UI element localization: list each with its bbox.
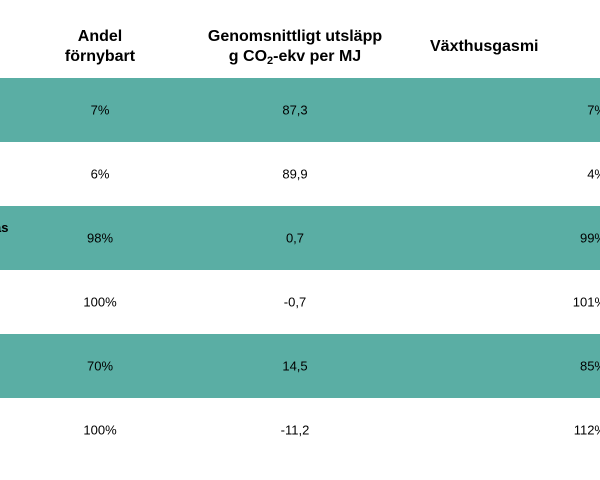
header-utslapp-line1: Genomsnittligt utsläpp	[207, 28, 383, 45]
cell-andel: 70%	[86, 358, 114, 374]
table-row: 100% -11,2 112%	[0, 398, 600, 462]
cell-utslapp: 14,5	[282, 358, 308, 374]
table-row: 70% 14,5 85%	[0, 334, 600, 398]
table-row: 6% 89,9 4%	[0, 142, 600, 206]
cell-vaxthus: 112%	[573, 422, 600, 438]
cell-utslapp: 89,9	[282, 166, 308, 182]
cell-utslapp: 0,7	[285, 230, 305, 246]
table-row: 7% 87,3 7%	[0, 78, 600, 142]
header-utslapp-line2: g CO2-ekv per MJ	[185, 47, 405, 68]
cell-andel: 100%	[83, 422, 117, 438]
header-utslapp-co2-subscript: 2	[267, 55, 274, 67]
cell-vaxthus: 4%	[587, 166, 600, 182]
cell-utslapp: -0,7	[283, 294, 307, 310]
cell-utslapp: -11,2	[280, 422, 310, 438]
header-vaxthus-text: Växthusgasmi	[430, 38, 539, 55]
header-utslapp-line2-post: -ekv per MJ	[273, 48, 362, 65]
header-genomsnittligt-utslapp: Genomsnittligt utsläpp g CO2-ekv per MJ	[185, 27, 405, 68]
cell-vaxthus: 101%	[572, 294, 600, 310]
cell-andel: 100%	[83, 294, 117, 310]
row-label: as	[0, 220, 9, 235]
header-utslapp-line2-pre: g CO	[228, 48, 268, 65]
cell-vaxthus: 85%	[579, 358, 600, 374]
cell-andel: 6%	[90, 166, 110, 182]
cell-utslapp: 87,3	[282, 102, 308, 118]
header-andel-line1: Andel	[77, 28, 123, 45]
cell-andel: 7%	[90, 102, 110, 118]
header-andel-fornybart: Andel förnybart	[40, 27, 160, 67]
table-row: as 98% 0,7 99%	[0, 206, 600, 270]
cell-andel: 98%	[86, 230, 114, 246]
header-vaxthusgas: Växthusgasmi	[430, 37, 600, 57]
cell-vaxthus: 7%	[587, 102, 600, 118]
table-row: 100% -0,7 101%	[0, 270, 600, 334]
cell-vaxthus: 99%	[579, 230, 600, 246]
header-andel-line2: förnybart	[64, 48, 136, 65]
